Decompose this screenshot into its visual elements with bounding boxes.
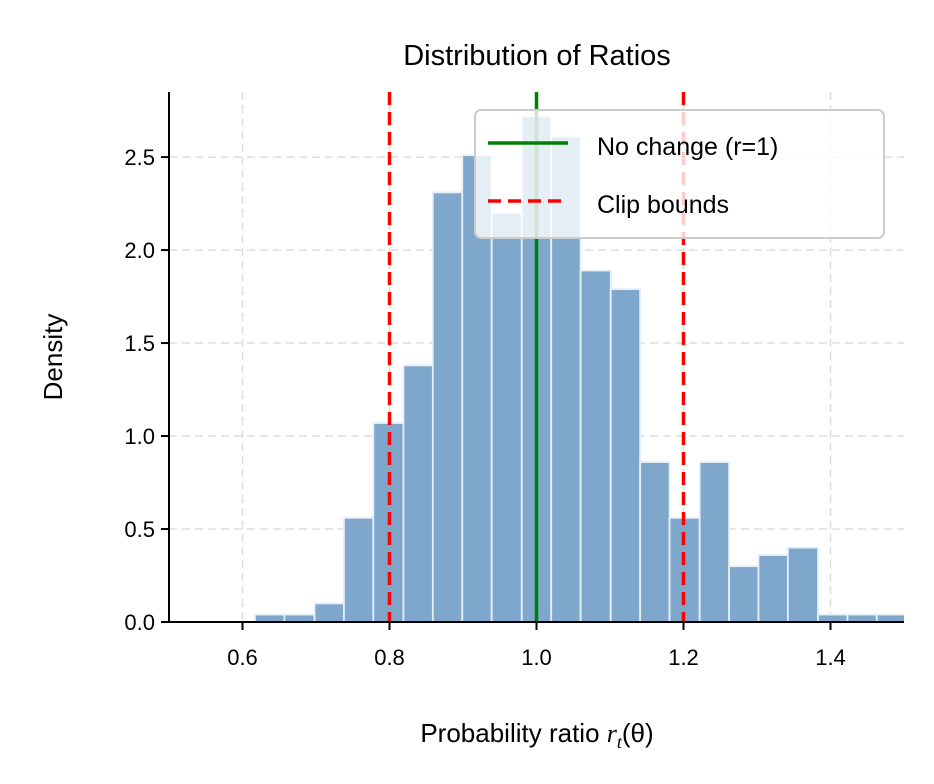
histogram-bar	[609, 288, 642, 622]
y-tick-label: 1.0	[124, 424, 155, 449]
histogram-bar	[846, 613, 878, 622]
axes	[161, 92, 904, 630]
y-tick-label: 1.5	[124, 331, 155, 356]
histogram-bar	[728, 565, 760, 622]
histogram-bar	[579, 269, 612, 622]
histogram-bar	[313, 602, 345, 622]
x-tick-label: 1.4	[815, 645, 846, 670]
x-tick-label: 0.6	[227, 645, 258, 670]
legend-label-clip-bounds: Clip bounds	[597, 191, 729, 219]
y-tick-label: 0.0	[124, 610, 155, 635]
x-tick-label: 1.2	[668, 645, 699, 670]
histogram-bar	[786, 546, 819, 622]
histogram-bar	[698, 461, 730, 622]
y-tick-label: 2.0	[124, 238, 155, 263]
histogram-bar	[817, 613, 849, 622]
x-axis-label: Probability ratio rt(θ)	[420, 718, 653, 752]
histogram-bar	[757, 554, 789, 622]
histogram-bar	[490, 211, 523, 622]
legend: No change (r=1) Clip bounds	[474, 109, 885, 239]
histogram-bar	[402, 364, 434, 622]
legend-label-no-change: No change (r=1)	[597, 133, 778, 161]
histogram-bar	[639, 461, 671, 622]
x-tick-label: 1.0	[521, 645, 552, 670]
tick-labels: 0.6 0.8 1.0 1.2 1.4 0.0 0.5 1.0 1.5 2.0 2.5	[124, 145, 845, 670]
legend-box	[474, 109, 885, 239]
histogram-bar	[343, 516, 375, 622]
chart-title: Distribution of Ratios	[403, 40, 671, 72]
y-axis-label: Density	[38, 314, 68, 401]
histogram-bar	[283, 613, 316, 622]
y-tick-label: 2.5	[124, 145, 155, 170]
y-tick-label: 0.5	[124, 517, 155, 542]
histogram-bar	[431, 191, 464, 622]
histogram-bar	[254, 613, 286, 622]
x-tick-label: 0.8	[374, 645, 405, 670]
histogram-bar	[875, 613, 904, 622]
